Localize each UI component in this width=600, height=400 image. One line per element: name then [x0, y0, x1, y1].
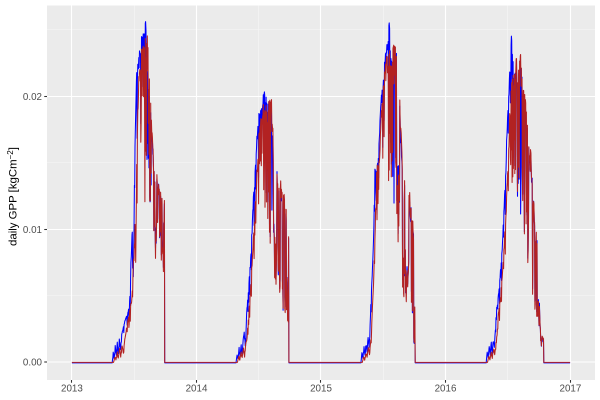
svg-text:2017: 2017	[560, 384, 582, 395]
svg-text:2014: 2014	[186, 384, 208, 395]
svg-text:0.02: 0.02	[23, 92, 42, 103]
svg-text:2015: 2015	[310, 384, 332, 395]
svg-text:daily GPP [kgCm−2]: daily GPP [kgCm−2]	[6, 147, 20, 246]
svg-text:0.00: 0.00	[23, 357, 43, 368]
svg-text:2013: 2013	[61, 384, 83, 395]
svg-text:0.01: 0.01	[23, 225, 42, 236]
svg-text:2016: 2016	[435, 384, 457, 395]
